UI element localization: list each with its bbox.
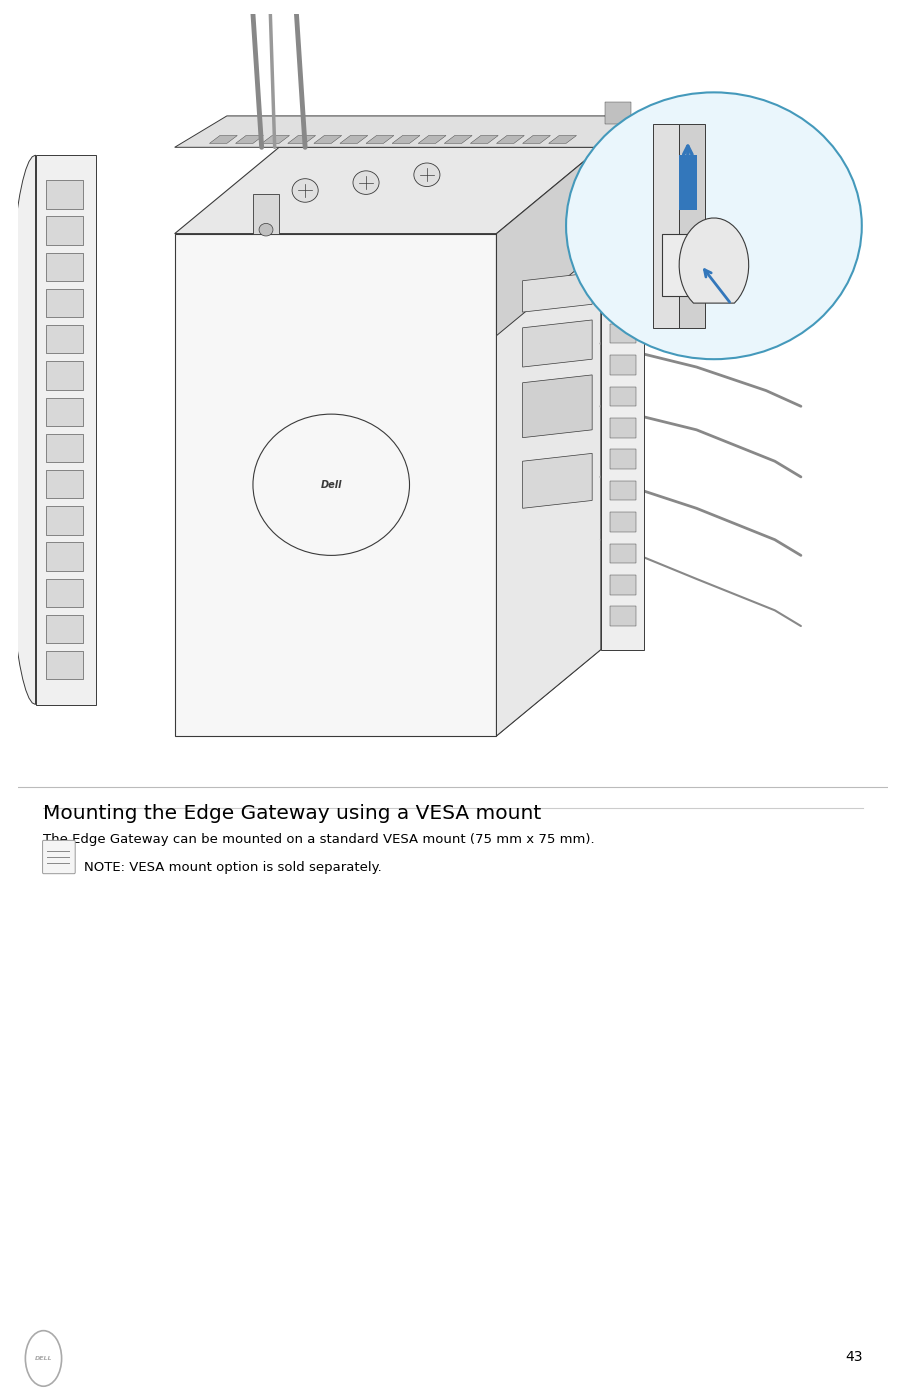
Polygon shape bbox=[46, 506, 83, 535]
Polygon shape bbox=[444, 136, 472, 143]
Polygon shape bbox=[605, 338, 631, 360]
Polygon shape bbox=[610, 575, 636, 594]
Text: NOTE: VESA mount option is sold separately.: NOTE: VESA mount option is sold separate… bbox=[84, 861, 382, 874]
Text: The Edge Gateway can be mounted on a standard VESA mount (75 mm x 75 mm).: The Edge Gateway can be mounted on a sta… bbox=[43, 833, 595, 846]
Circle shape bbox=[414, 163, 440, 186]
Polygon shape bbox=[523, 136, 551, 143]
Polygon shape bbox=[46, 651, 83, 679]
Polygon shape bbox=[605, 236, 631, 258]
Polygon shape bbox=[549, 136, 576, 143]
Polygon shape bbox=[605, 136, 631, 157]
Polygon shape bbox=[46, 325, 83, 353]
Polygon shape bbox=[605, 271, 631, 293]
Polygon shape bbox=[366, 136, 394, 143]
Polygon shape bbox=[610, 261, 636, 281]
Polygon shape bbox=[313, 136, 342, 143]
Polygon shape bbox=[605, 203, 631, 225]
Polygon shape bbox=[610, 481, 636, 500]
Polygon shape bbox=[46, 289, 83, 317]
Polygon shape bbox=[601, 115, 636, 517]
Polygon shape bbox=[680, 156, 697, 210]
Polygon shape bbox=[46, 361, 83, 390]
Polygon shape bbox=[610, 418, 636, 438]
Text: DELL: DELL bbox=[34, 1356, 53, 1361]
Polygon shape bbox=[46, 579, 83, 607]
Polygon shape bbox=[175, 115, 636, 147]
Polygon shape bbox=[610, 324, 636, 343]
Polygon shape bbox=[605, 169, 631, 192]
Polygon shape bbox=[610, 356, 636, 375]
Text: Dell: Dell bbox=[321, 479, 342, 490]
Polygon shape bbox=[46, 217, 83, 244]
Polygon shape bbox=[46, 469, 83, 499]
Polygon shape bbox=[610, 513, 636, 532]
Circle shape bbox=[259, 224, 273, 236]
Polygon shape bbox=[605, 439, 631, 461]
Circle shape bbox=[292, 179, 318, 203]
Polygon shape bbox=[680, 218, 748, 303]
Polygon shape bbox=[523, 319, 593, 367]
FancyBboxPatch shape bbox=[43, 840, 75, 874]
Polygon shape bbox=[496, 136, 525, 143]
Polygon shape bbox=[605, 101, 631, 124]
Text: Mounting the Edge Gateway using a VESA mount: Mounting the Edge Gateway using a VESA m… bbox=[43, 803, 542, 822]
Polygon shape bbox=[610, 450, 636, 469]
Polygon shape bbox=[653, 124, 680, 328]
Polygon shape bbox=[661, 233, 714, 296]
Polygon shape bbox=[46, 397, 83, 426]
Polygon shape bbox=[5, 156, 35, 704]
Polygon shape bbox=[610, 543, 636, 564]
Polygon shape bbox=[46, 181, 83, 208]
Polygon shape bbox=[262, 136, 290, 143]
Polygon shape bbox=[175, 233, 496, 736]
Polygon shape bbox=[523, 272, 593, 313]
Polygon shape bbox=[523, 375, 593, 438]
Polygon shape bbox=[605, 304, 631, 326]
Polygon shape bbox=[496, 147, 601, 736]
Circle shape bbox=[566, 93, 862, 360]
Polygon shape bbox=[236, 136, 264, 143]
Text: 43: 43 bbox=[845, 1350, 863, 1364]
Polygon shape bbox=[680, 124, 705, 328]
Polygon shape bbox=[209, 136, 237, 143]
Circle shape bbox=[353, 171, 379, 194]
Polygon shape bbox=[46, 433, 83, 463]
Polygon shape bbox=[288, 136, 315, 143]
Polygon shape bbox=[175, 147, 601, 233]
Polygon shape bbox=[340, 136, 368, 143]
Polygon shape bbox=[46, 253, 83, 281]
Polygon shape bbox=[392, 136, 420, 143]
Polygon shape bbox=[419, 136, 446, 143]
Polygon shape bbox=[610, 293, 636, 313]
Polygon shape bbox=[610, 607, 636, 626]
Polygon shape bbox=[610, 386, 636, 407]
Circle shape bbox=[253, 414, 410, 556]
Polygon shape bbox=[470, 136, 498, 143]
Polygon shape bbox=[601, 250, 644, 650]
Polygon shape bbox=[605, 372, 631, 393]
Polygon shape bbox=[253, 194, 279, 233]
Polygon shape bbox=[46, 543, 83, 571]
Polygon shape bbox=[35, 156, 96, 704]
Polygon shape bbox=[605, 406, 631, 428]
Polygon shape bbox=[46, 615, 83, 643]
Polygon shape bbox=[523, 453, 593, 508]
Polygon shape bbox=[496, 250, 601, 736]
